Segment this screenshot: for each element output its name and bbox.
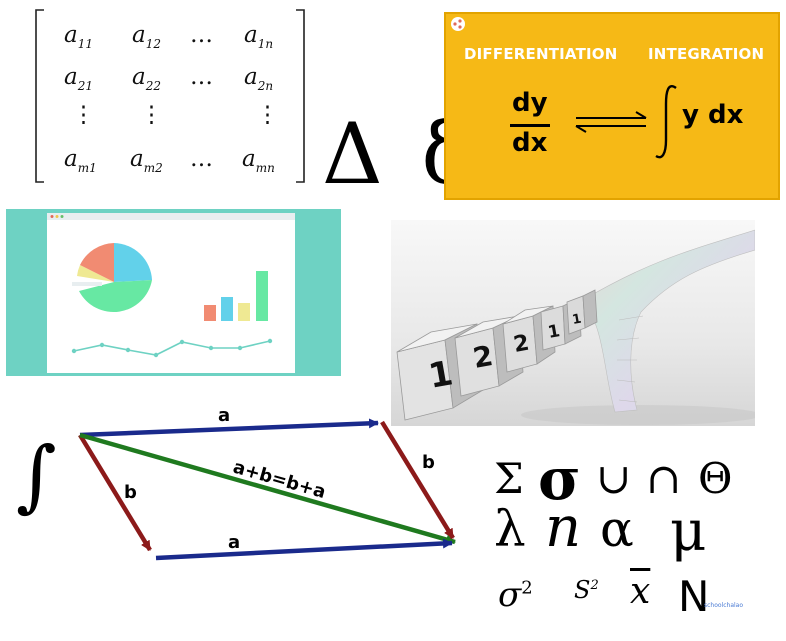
window-dot xyxy=(50,215,54,218)
matrix-cell-r1c4: a1n xyxy=(244,22,274,51)
window-dot xyxy=(55,215,59,218)
matrix-cell-r2c1: a21 xyxy=(64,64,93,93)
n-natural-symbol: N xyxy=(678,572,710,621)
matrix-brackets xyxy=(35,9,305,183)
matrix-cell-r4c4: amn xyxy=(242,146,275,175)
sigma-squared: σ2 xyxy=(498,575,533,615)
line-point xyxy=(99,342,105,348)
block-ribbon xyxy=(582,229,755,413)
label-a-bottom: a xyxy=(228,532,240,553)
window-dot xyxy=(60,215,64,218)
vector-a-bottom xyxy=(155,538,453,561)
vector-a-top xyxy=(79,418,379,438)
matrix-cell-r4c1: am1 xyxy=(64,146,97,175)
pie-slice xyxy=(77,265,114,282)
bar xyxy=(256,271,268,321)
mu-symbol: μ xyxy=(670,499,707,564)
block-digit: 1 xyxy=(571,312,583,328)
ribbon-stripes xyxy=(616,315,644,403)
derivative-denominator: dx xyxy=(512,128,548,158)
line-point xyxy=(237,345,243,351)
dashboard-illustration xyxy=(6,209,341,376)
block-digit: 1 xyxy=(546,321,561,343)
integration-heading: INTEGRATION xyxy=(648,45,765,63)
vector-b-left xyxy=(78,433,152,552)
line-point xyxy=(71,348,77,354)
matrix-cell-r3c1: ⋮ xyxy=(72,102,95,128)
matrix-cell-r1c3: … xyxy=(190,22,213,48)
matrix-cell-r3c2: ⋮ xyxy=(140,102,163,128)
sigma-capital-symbol: Σ xyxy=(494,454,524,503)
differentiation-heading: DIFFERENTIATION xyxy=(464,45,618,63)
integral-sign-icon xyxy=(655,85,677,159)
intersection-symbol: ∩ xyxy=(646,454,682,503)
pie-slice xyxy=(80,243,114,282)
vector-diagram: ∫ a b b a a+b=b+a xyxy=(16,405,456,561)
x-bar: x xyxy=(630,571,651,612)
block-digit: 2 xyxy=(512,331,531,358)
matrix-cell-r4c3: … xyxy=(190,146,213,172)
matrix-cell-r1c1: a11 xyxy=(64,22,93,51)
trend-line xyxy=(73,340,271,356)
union-symbol: ∪ xyxy=(596,454,632,503)
alpha-symbol: α xyxy=(600,500,634,558)
bar xyxy=(204,305,216,321)
line-point xyxy=(153,352,159,358)
matrix-cell-r2c2: a22 xyxy=(132,64,161,93)
matrix-cell-r1c2: a12 xyxy=(132,22,161,51)
pie-slice xyxy=(114,243,152,282)
browser-toolbar xyxy=(47,213,295,220)
cube-5 xyxy=(566,289,598,335)
matrix-cell-r3c4: ⋮ xyxy=(256,102,279,128)
label-a-top: a xyxy=(218,405,230,426)
fraction-bar xyxy=(510,124,550,127)
label-b-left: b xyxy=(124,482,137,503)
label-b-right: b xyxy=(422,452,435,473)
matrix-cell-r4c2: am2 xyxy=(130,146,163,175)
vector-b-right xyxy=(380,420,455,540)
share-icon xyxy=(451,17,465,31)
logo: schoolchalao xyxy=(704,602,744,609)
bar xyxy=(238,303,250,321)
integral-sign: ∫ xyxy=(16,431,57,521)
pie-shadow xyxy=(72,282,102,286)
line-point xyxy=(125,347,131,353)
n-symbol: n xyxy=(545,495,582,560)
matrix-cell-r2c4: a2n xyxy=(244,64,274,93)
dashboard-graphic xyxy=(47,213,295,373)
matrix: a11 a12 … a1n a21 a22 … a2n ⋮ ⋮ ⋮ am1 am… xyxy=(30,6,310,186)
lambda-symbol: λ xyxy=(494,500,526,558)
number-blocks-photo: 1 2 2 1 1 xyxy=(391,220,755,426)
line-point xyxy=(179,339,185,345)
matrix-cell-r2c3: … xyxy=(190,64,213,90)
s-squared: S2 xyxy=(574,576,599,604)
vector-sum xyxy=(79,432,456,545)
line-point xyxy=(208,345,214,351)
blocks-graphic: 1 2 2 1 1 xyxy=(396,229,755,425)
integral-expression: y dx xyxy=(682,100,744,130)
pie-slice xyxy=(79,280,152,313)
equilibrium-arrows-icon xyxy=(575,111,647,133)
bar xyxy=(221,297,233,321)
theta-symbol: Θ xyxy=(698,454,733,503)
label-sum: a+b=b+a xyxy=(231,457,328,503)
calculus-card: DIFFERENTIATION INTEGRATION dy dx y dx xyxy=(444,12,780,200)
sigma-symbol: σ xyxy=(538,445,581,513)
shadow xyxy=(521,405,755,425)
derivative-numerator: dy xyxy=(512,88,548,118)
line-point xyxy=(267,338,273,344)
